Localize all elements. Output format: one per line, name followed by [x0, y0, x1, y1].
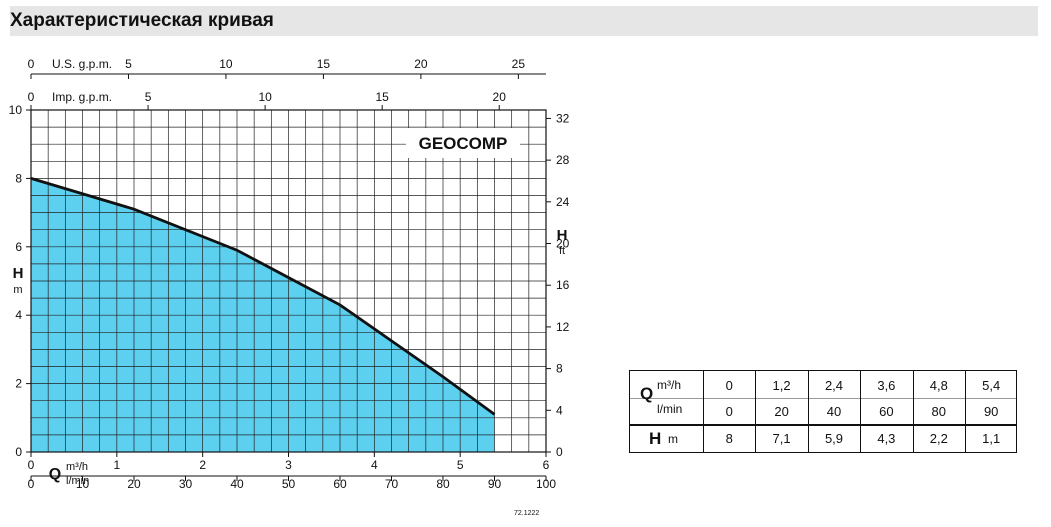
y-tick-label-ft: 4	[556, 403, 563, 417]
x-tick-label-m3h: 3	[285, 458, 292, 472]
table-col-divider	[755, 371, 757, 452]
x-tick-label-lmin: 30	[179, 477, 193, 491]
x-tick-label-impgpm: 5	[145, 90, 152, 104]
table-cell-h-m: 4,3	[877, 431, 896, 446]
data-table: Q m³/h l/min H m 0 0 8 1,2 20 7,1 2,4 40 5,9 3,6 6…	[629, 370, 1017, 453]
x-tick-label-lmin: 50	[282, 477, 296, 491]
table-cell-q-m3h: 4,8	[929, 378, 948, 393]
x-tick-label-usgpm: 25	[512, 57, 526, 71]
table-divider-thin	[630, 398, 1016, 399]
table-cell-q-m3h: 1,2	[772, 378, 791, 393]
x-tick-label-usgpm: 10	[219, 57, 233, 71]
x-tick-label-lmin: 10	[76, 477, 90, 491]
table-cell-h-m: 5,9	[824, 431, 844, 446]
table-col-divider	[703, 371, 704, 452]
x-tick-label-lmin: 70	[385, 477, 399, 491]
x-axis-unit-m3h: m³/h	[66, 461, 88, 473]
page-title: Характеристическая кривая	[10, 10, 274, 31]
table-cell-h-m: 8	[725, 431, 733, 446]
y-tick-label-ft: 20	[556, 237, 570, 251]
table-cell-h-m: 7,1	[772, 431, 791, 446]
x-tick-label-m3h: 1	[113, 458, 120, 472]
x-tick-label-impgpm: 20	[493, 90, 507, 104]
x-tick-label-lmin: 100	[536, 477, 556, 491]
x-tick-label-m3h: 2	[199, 458, 206, 472]
y-axis-unit-m: m	[13, 284, 22, 296]
x-axis-label-q: Q	[49, 466, 61, 483]
x-tick-label-m3h: 5	[457, 458, 464, 472]
y-tick-label-ft: 0	[556, 445, 563, 459]
title-bar	[10, 6, 1038, 36]
x-tick-label-impgpm: 0	[28, 90, 35, 104]
y-axis-unit-ft: ft	[559, 245, 565, 257]
table-cell-q-m3h: 3,6	[877, 378, 896, 393]
table-q-symbol: Q	[640, 384, 654, 403]
table-col-divider	[807, 371, 809, 452]
y-tick-label-ft: 32	[556, 111, 570, 125]
performance-curve	[30, 177, 496, 416]
y-tick-label-m: 2	[15, 377, 22, 391]
x-tick-label-m3h: 0	[28, 458, 35, 472]
table-cell-q-m3h: 2,4	[824, 378, 844, 393]
x-tick-label-lmin: 0	[28, 477, 35, 491]
x-axis-unit-lmin: l/min	[66, 475, 89, 487]
x-tick-label-usgpm: 5	[125, 57, 132, 71]
y-tick-label-ft: 16	[556, 278, 570, 292]
x-tick-label-lmin: 20	[127, 477, 141, 491]
table-cell-q-m3h: 5,4	[982, 378, 1001, 393]
x-tick-label-usgpm: 15	[317, 57, 331, 71]
x-tick-label-usgpm: 20	[414, 57, 428, 71]
table-h-unit: m	[668, 432, 678, 446]
table-col-divider	[860, 371, 862, 452]
chart-code: 72.1222	[514, 510, 540, 517]
x-tick-label-lmin: 60	[333, 477, 347, 491]
table-divider-thick	[630, 424, 1016, 426]
y-tick-label-ft: 24	[556, 195, 570, 209]
x-tick-label-usgpm: 0	[28, 57, 35, 71]
x-tick-label-m3h: 6	[543, 458, 550, 472]
x-tick-label-lmin: 40	[230, 477, 244, 491]
table-col-divider	[912, 371, 914, 452]
table-cell-q-lmin: 80	[931, 404, 947, 419]
x-axis-label-usgpm: U.S. g.p.m.	[52, 57, 112, 71]
table-h-symbol: H	[649, 429, 662, 448]
x-tick-label-m3h: 4	[371, 458, 378, 472]
table-cell-q-lmin: 40	[826, 404, 842, 419]
table-q-unit-m3h: m³/h	[657, 378, 681, 392]
grid	[30, 109, 547, 453]
y-axis-label-h-m: H	[13, 265, 24, 282]
x-tick-label-lmin: 80	[436, 477, 450, 491]
y-tick-label-ft: 8	[556, 362, 563, 376]
table-cell-q-m3h: 0	[725, 378, 733, 393]
table-cell-h-m: 1,1	[982, 431, 1001, 446]
table-cell-q-lmin: 60	[879, 404, 894, 419]
y-tick-label-m: 0	[15, 445, 22, 459]
x-tick-label-impgpm: 15	[375, 90, 389, 104]
x-tick-label-lmin: 90	[488, 477, 502, 491]
table-cell-q-lmin: 90	[983, 404, 999, 419]
table-cell-h-m: 2,2	[929, 431, 948, 446]
y-axis-label-h-ft: H	[557, 227, 568, 244]
series-label-box	[406, 128, 520, 158]
table-col-divider	[965, 371, 966, 452]
y-tick-label-ft: 12	[556, 320, 570, 334]
x-axis-label-impgpm: Imp. g.p.m.	[52, 90, 112, 104]
y-tick-label-ft: 28	[556, 153, 570, 167]
table-cell-q-lmin: 20	[774, 404, 789, 419]
y-tick-label-m: 6	[15, 240, 22, 254]
y-tick-label-m: 8	[15, 171, 22, 185]
y-tick-label-m: 4	[15, 308, 22, 322]
table-q-unit-lmin: l/min	[657, 402, 683, 416]
table-cell-q-lmin: 0	[725, 404, 733, 419]
series-label: GEOCOMP	[419, 134, 508, 153]
x-tick-label-impgpm: 10	[258, 90, 272, 104]
y-tick-label-m: 10	[9, 103, 23, 117]
